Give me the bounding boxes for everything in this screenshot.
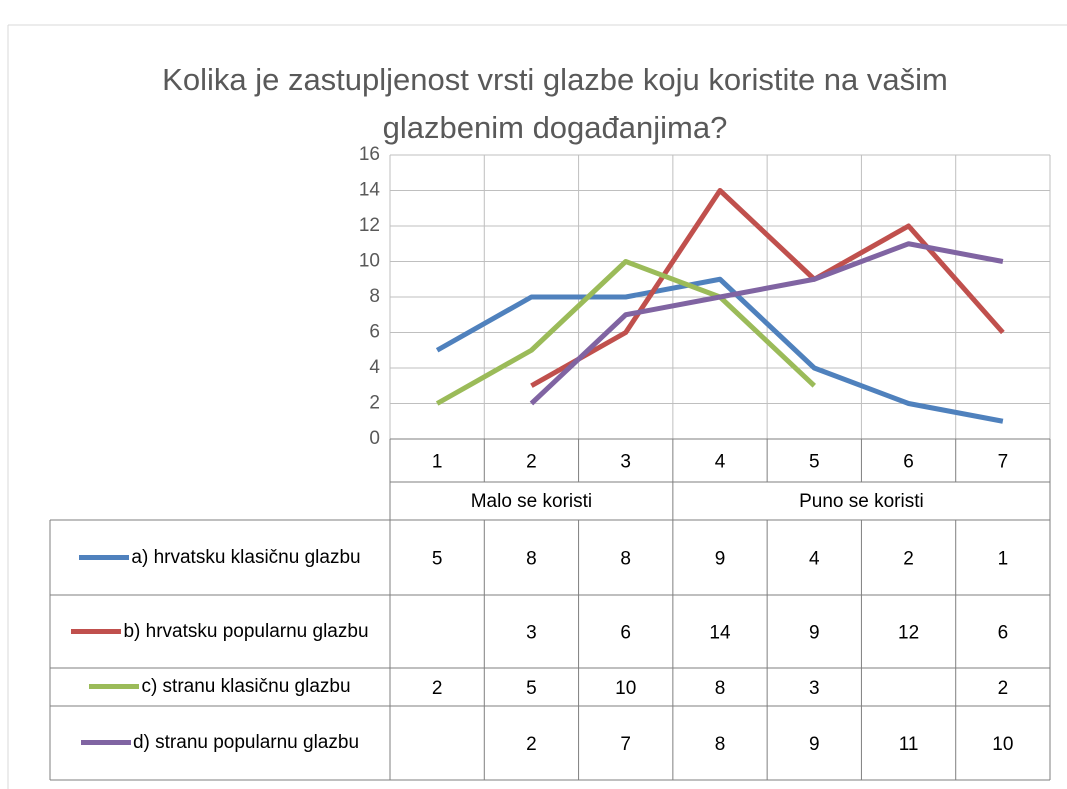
legend-entry: b) hrvatsku popularnu glazbu bbox=[52, 595, 388, 668]
legend-key bbox=[79, 554, 130, 560]
series-line bbox=[530, 188, 1005, 388]
table-value: 10 bbox=[992, 734, 1013, 755]
legend-label: b) hrvatsku popularnu glazbu bbox=[123, 620, 369, 642]
table-value: 9 bbox=[809, 623, 820, 644]
series-line bbox=[435, 276, 1004, 424]
legend-entry: d) stranu popularnu glazbu bbox=[52, 706, 388, 780]
table-value: 11 bbox=[899, 734, 919, 755]
legend-entry: c) stranu klasičnu glazbu bbox=[52, 668, 388, 706]
y-tick-label: 6 bbox=[369, 322, 380, 343]
table-value: 4 bbox=[809, 549, 820, 570]
y-tick-label: 16 bbox=[359, 144, 380, 165]
legend-key bbox=[80, 740, 131, 746]
table-value: 7 bbox=[620, 734, 631, 755]
legend-entry-inner: b) hrvatsku popularnu glazbu bbox=[71, 618, 369, 646]
table-value: 3 bbox=[809, 678, 820, 699]
table-value: 8 bbox=[715, 734, 726, 755]
table-value: 2 bbox=[903, 549, 914, 570]
x-tick-label: 5 bbox=[809, 452, 820, 473]
y-tick-label: 4 bbox=[369, 357, 380, 378]
legend-entry-inner: c) stranu klasičnu glazbu bbox=[89, 673, 351, 701]
legend-entry-inner: a) hrvatsku klasičnu glazbu bbox=[79, 544, 361, 572]
legend-entry-inner: d) stranu popularnu glazbu bbox=[80, 729, 360, 757]
table-value: 2 bbox=[998, 678, 1009, 699]
series-line bbox=[529, 241, 1004, 406]
legend-entry: a) hrvatsku klasičnu glazbu bbox=[52, 520, 388, 595]
table-value: 9 bbox=[809, 734, 820, 755]
y-tick-label: 10 bbox=[359, 251, 380, 272]
legend-key bbox=[89, 684, 140, 690]
x-tick-label: 2 bbox=[526, 452, 537, 473]
table-value: 1 bbox=[998, 549, 1009, 570]
table-value: 10 bbox=[615, 678, 636, 699]
y-tick-label: 12 bbox=[359, 215, 380, 236]
table-value: 5 bbox=[432, 549, 443, 570]
table-value: 8 bbox=[620, 549, 631, 570]
y-tick-label: 2 bbox=[369, 393, 380, 414]
legend-key bbox=[71, 628, 122, 634]
table-value: 9 bbox=[715, 549, 726, 570]
legend-label: d) stranu popularnu glazbu bbox=[132, 732, 360, 753]
x-tick-label: 6 bbox=[903, 452, 914, 473]
table-value: 6 bbox=[998, 623, 1009, 644]
x-tick-label: 1 bbox=[432, 452, 443, 473]
chart-title: Kolika je zastupljenost vrsti glazbe koj… bbox=[162, 62, 948, 145]
y-tick-label: 8 bbox=[369, 286, 380, 307]
group-label: Puno se koristi bbox=[799, 491, 924, 512]
group-label: Malo se koristi bbox=[471, 491, 592, 512]
legend-label: a) hrvatsku klasičnu glazbu bbox=[131, 546, 361, 568]
legend-label: c) stranu klasičnu glazbu bbox=[141, 676, 351, 697]
x-tick-label: 4 bbox=[715, 452, 726, 473]
table-value: 8 bbox=[715, 678, 726, 699]
y-tick-label: 14 bbox=[359, 180, 381, 201]
x-tick-label: 7 bbox=[998, 452, 1009, 473]
table-value: 2 bbox=[432, 678, 443, 699]
table-value: 14 bbox=[709, 623, 731, 644]
table-value: 12 bbox=[898, 623, 919, 644]
x-tick-label: 3 bbox=[620, 452, 631, 473]
table-value: 3 bbox=[526, 623, 537, 644]
table-value: 8 bbox=[526, 549, 537, 570]
table-value: 5 bbox=[526, 678, 537, 699]
y-tick-label: 0 bbox=[369, 428, 380, 449]
table-value: 6 bbox=[620, 623, 631, 644]
table-value: 2 bbox=[526, 734, 537, 755]
